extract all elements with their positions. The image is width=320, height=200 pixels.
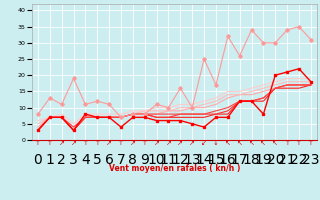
X-axis label: Vent moyen/en rafales ( kn/h ): Vent moyen/en rafales ( kn/h ) — [109, 164, 240, 173]
